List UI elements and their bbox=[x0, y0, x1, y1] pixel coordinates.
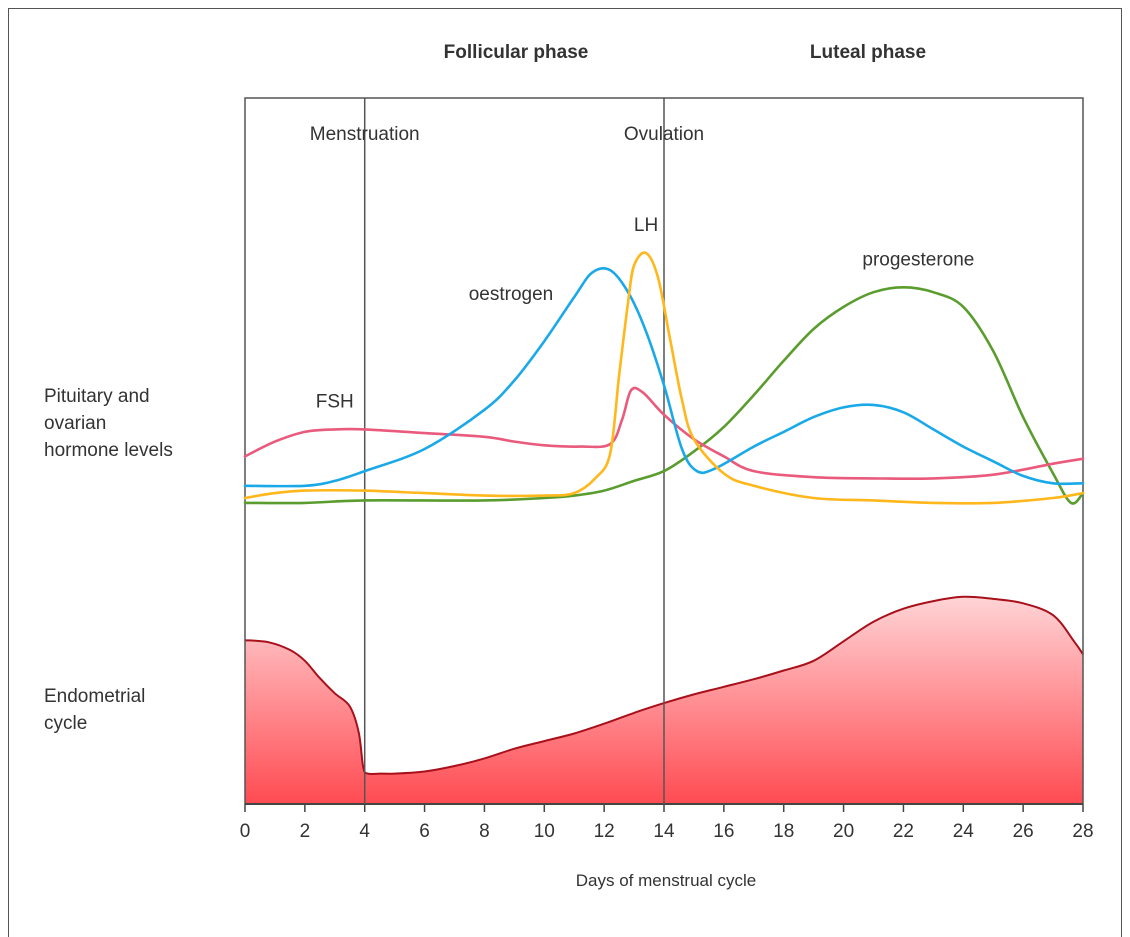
series-line-progesterone bbox=[243, 286, 1085, 505]
series-label-oestrogen: oestrogen bbox=[469, 284, 554, 305]
x-tick-label: 26 bbox=[1013, 821, 1034, 842]
x-tick-label: 12 bbox=[594, 821, 615, 842]
x-tick-label: 2 bbox=[300, 821, 311, 842]
endometrium-outline bbox=[244, 595, 1084, 776]
event-label-menstruation: Menstruation bbox=[310, 124, 420, 145]
x-tick-label: 10 bbox=[534, 821, 555, 842]
phase-label-luteal: Luteal phase bbox=[809, 42, 927, 63]
x-axis-title: Days of menstrual cycle bbox=[576, 871, 756, 890]
x-tick-label: 4 bbox=[359, 821, 370, 842]
phase-label-follicular: Follicular phase bbox=[443, 42, 589, 63]
series-line-lh bbox=[243, 251, 1085, 505]
x-tick-label: 20 bbox=[833, 821, 854, 842]
x-tick-label: 6 bbox=[419, 821, 430, 842]
x-tick-label: 14 bbox=[653, 821, 675, 842]
series-label-progesterone: progesterone bbox=[862, 249, 974, 270]
event-label-ovulation: Ovulation bbox=[624, 124, 704, 145]
series-label-fsh: FSH bbox=[316, 391, 354, 412]
series-label-lh: LH bbox=[634, 215, 658, 236]
x-tick-label: 24 bbox=[953, 821, 975, 842]
endometrium-area bbox=[245, 596, 1083, 804]
row-label-endometrial-cycle: Endometrial cycle bbox=[44, 686, 146, 734]
figure-frame bbox=[8, 8, 1122, 937]
series-line-fsh bbox=[243, 386, 1085, 481]
x-tick-label: 8 bbox=[479, 821, 490, 842]
x-tick-label: 22 bbox=[893, 821, 914, 842]
x-tick-label: 0 bbox=[240, 821, 251, 842]
series-line-oestrogen bbox=[243, 267, 1085, 488]
row-label-hormone-levels: Pituitary and ovarian hormone levels bbox=[44, 386, 173, 461]
x-tick-label: 28 bbox=[1072, 821, 1093, 842]
x-tick-label: 16 bbox=[713, 821, 734, 842]
x-tick-label: 18 bbox=[773, 821, 794, 842]
